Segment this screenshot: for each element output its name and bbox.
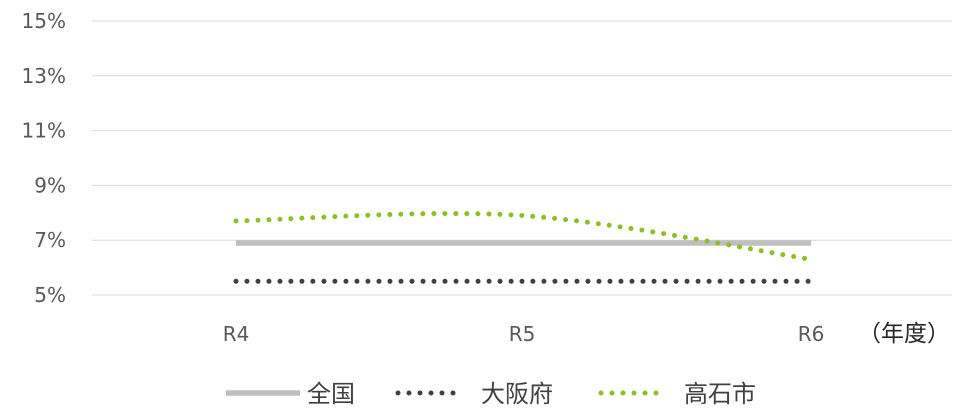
x-axis-ticks: R4 R5 R6 [223, 322, 825, 346]
y-tick-label: 11% [22, 119, 66, 143]
y-tick-label: 13% [22, 64, 66, 88]
y-axis-ticks: 5% 7% 9% 11% 13% 15% [22, 9, 66, 307]
gridlines [92, 20, 952, 296]
x-tick-label: R4 [223, 322, 250, 346]
y-tick-label: 9% [34, 173, 66, 197]
legend: 全国 大阪府 高石市 [226, 380, 756, 408]
series-line-3 [233, 211, 814, 262]
x-axis-unit-label: （年度） [858, 321, 950, 347]
y-tick-label: 5% [34, 283, 66, 307]
legend-label: 高石市 [684, 380, 756, 408]
x-tick-label: R6 [798, 322, 825, 346]
legend-item: 高石市 [598, 380, 756, 408]
legend-label: 大阪府 [481, 380, 553, 408]
legend-item: 大阪府 [395, 380, 553, 408]
y-tick-label: 15% [22, 9, 66, 33]
legend-item: 全国 [226, 380, 355, 408]
x-tick-label: R5 [509, 322, 536, 346]
series [233, 211, 814, 284]
legend-label: 全国 [307, 380, 355, 408]
y-tick-label: 7% [34, 228, 66, 252]
